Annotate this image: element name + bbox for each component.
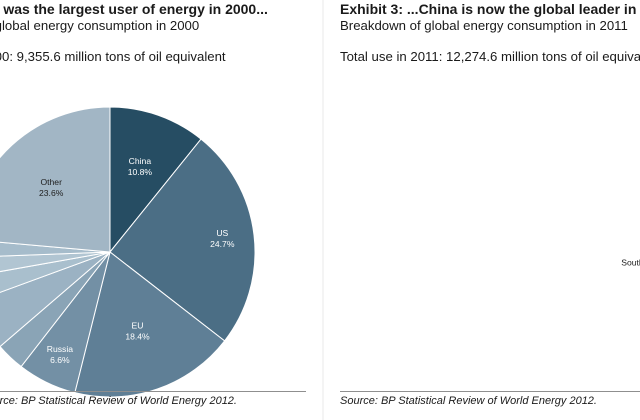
panel-divider [322,0,324,420]
right-source-note: Source: BP Statistical Review of World E… [340,395,597,407]
pie-label-china: China [129,156,152,166]
left-chart-panel: US was the largest user of energy in 200… [0,1,306,407]
pie-slice-canada [0,251,111,293]
pie-slice-eu [74,251,226,398]
pie-label-eu: EU [132,321,144,331]
pie-label-us-value: 24.7% [210,239,235,249]
left-source-rule [0,391,306,392]
pie-label-china-value: 10.8% [128,167,153,177]
pie-label-eu-value: 18.4% [125,332,150,342]
right-chart-subtitle: Breakdown of global energy consumption i… [340,18,628,33]
pie-slice-china [109,106,202,254]
pie-slice-brazil [0,251,111,273]
pie-label-other-value: 23.6% [39,188,64,198]
slice-labels: China10.8%US24.7%EU18.4%Russia6.6%India3… [39,156,235,365]
pie-slice-other [0,106,111,253]
right-pie-chart: China21.3%US18.5EU13.8%Russia5.6%India4.… [621,258,640,268]
left-chart-title: US was the largest user of energy in 200… [0,1,268,17]
right-source-rule [340,391,640,392]
right-chart-panel: Exhibit 3: ...China is now the global le… [324,0,640,420]
right-chart-title: Exhibit 3: ...China is now the global le… [340,1,640,17]
left-source-note: Source: BP Statistical Review of World E… [0,395,237,407]
pie-label-russia-value: 6.6% [50,355,70,365]
pie-label-russia: Russia [47,344,73,354]
left-chart-total: 2000: 9,355.6 million tons of oil equiva… [0,49,226,64]
slice-labels: China21.3%US18.5EU13.8%Russia5.6%India4.… [621,258,640,268]
left-pie-chart: China10.8%US24.7%EU18.4%Russia6.6%India3… [0,106,256,398]
pie-slice-south-korea [0,241,111,257]
pie-label-south-korea: South Korea [621,258,640,268]
right-chart-total: Total use in 2011: 12,274.6 million tons… [340,49,640,64]
pie-slice-japan [0,251,111,348]
left-chart-subtitle: of global energy consumption in 2000 [0,18,200,33]
pie-label-us: US [216,228,228,238]
pie-label-other: Other [40,177,62,187]
pie-slice-us [109,138,256,342]
